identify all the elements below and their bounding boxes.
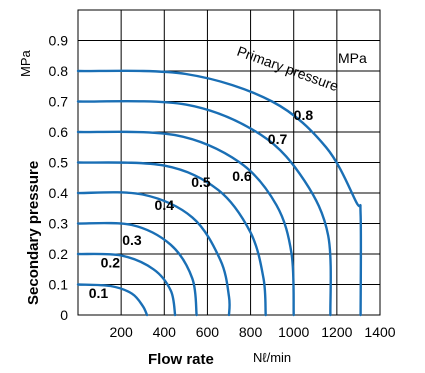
curve-0-2 xyxy=(76,252,177,317)
x-tick-label: 800 xyxy=(239,324,263,340)
x-tick-label: 1400 xyxy=(364,324,395,340)
y-tick-label: 0.2 xyxy=(49,246,69,262)
mpa-annotation: MPa xyxy=(338,50,367,66)
curve-0-7 xyxy=(76,99,332,317)
curve-label: 0.6 xyxy=(232,168,252,184)
y-axis-unit: MPa xyxy=(18,50,33,78)
x-tick-label: 1000 xyxy=(278,324,309,340)
curve-label: 0.8 xyxy=(294,107,314,123)
curve-label: 0.7 xyxy=(268,131,288,147)
x-tick-label: 200 xyxy=(109,324,133,340)
y-tick-label: 0 xyxy=(60,307,68,323)
y-tick-label: 0.5 xyxy=(49,155,69,171)
x-tick-label: 1200 xyxy=(321,324,352,340)
curve-0-1 xyxy=(76,283,149,317)
curve-0-3 xyxy=(76,221,198,317)
curve-label: 0.5 xyxy=(191,174,211,190)
curve-0-4 xyxy=(76,191,231,317)
y-tick-label: 0.3 xyxy=(49,216,69,232)
curve-0-6 xyxy=(76,130,295,317)
curve-label: 0.1 xyxy=(89,285,109,301)
y-tick-label: 0.9 xyxy=(49,33,69,49)
curves xyxy=(76,69,363,317)
y-tick-label: 0.4 xyxy=(49,185,69,201)
x-axis-label: Flow rate xyxy=(148,351,214,368)
curve-0-8 xyxy=(76,69,363,317)
y-tick-label: 0.6 xyxy=(49,124,69,140)
x-tick-label: 400 xyxy=(153,324,177,340)
curve-labels: 0.1 0.20.3 0.4 0.5 0.6 0.7 0.8 xyxy=(89,107,314,301)
y-axis-label: Secondary pressure xyxy=(25,161,42,305)
x-tick-label: 600 xyxy=(196,324,220,340)
curve-label: 0.4 xyxy=(155,197,175,213)
curve-label: 0.2 xyxy=(101,255,121,271)
y-tick-label: 0.7 xyxy=(49,94,69,110)
curve-0-5 xyxy=(76,161,267,317)
y-tick-label: 0.8 xyxy=(49,63,69,79)
y-tick-label: 0.1 xyxy=(49,277,69,293)
curve-label: 0.3 xyxy=(122,232,142,248)
x-axis-unit: Nℓ/min xyxy=(253,350,291,365)
